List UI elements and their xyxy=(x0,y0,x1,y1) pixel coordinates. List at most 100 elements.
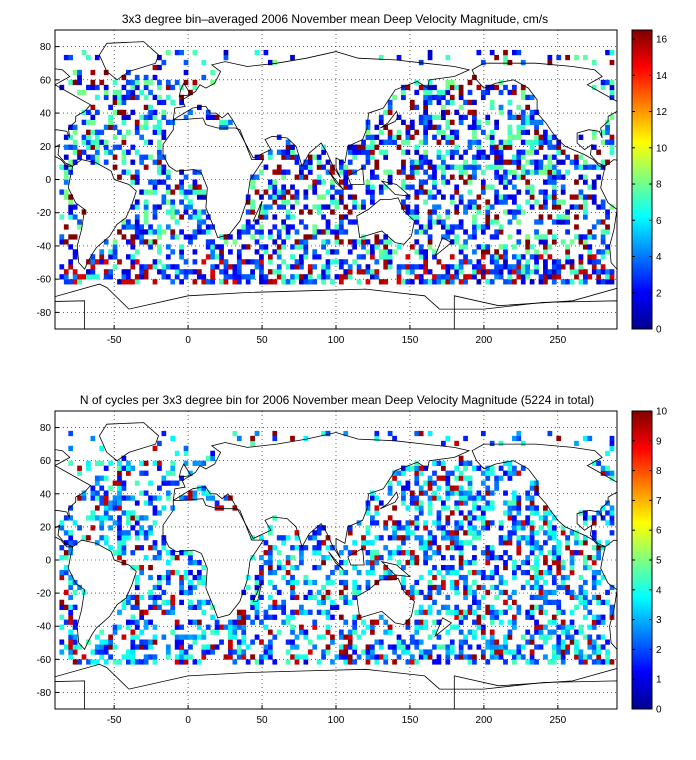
bin-cell xyxy=(276,149,282,155)
bin-cell xyxy=(223,654,229,660)
bin-cell xyxy=(503,649,508,655)
bin-cell xyxy=(503,209,508,215)
bin-cell xyxy=(511,624,517,630)
bin-cell xyxy=(117,525,122,531)
coastline xyxy=(471,62,617,167)
bin-cell xyxy=(81,89,87,96)
bin-cell xyxy=(68,244,74,250)
bin-cell xyxy=(565,249,570,255)
bin-cell xyxy=(170,199,176,205)
bin-cell xyxy=(188,214,193,220)
bin-cell xyxy=(494,475,499,481)
bin-cell xyxy=(276,229,282,235)
bin-cell xyxy=(543,179,548,185)
bin-cell xyxy=(157,510,162,516)
bin-cell xyxy=(529,604,535,610)
bin-cell xyxy=(503,550,508,556)
bin-cell xyxy=(503,564,508,571)
bin-cell xyxy=(94,480,100,486)
bin-cell xyxy=(143,94,149,101)
bin-cell xyxy=(454,604,460,610)
bin-cell xyxy=(165,470,171,476)
bin-cell xyxy=(90,659,96,665)
bin-cell xyxy=(179,579,184,586)
bin-cell xyxy=(188,644,193,650)
bin-cell xyxy=(272,599,278,605)
bin-cell xyxy=(174,450,180,456)
bin-cell xyxy=(294,530,300,536)
bin-cell xyxy=(210,495,216,501)
bin-cell xyxy=(441,465,446,471)
bin-cell xyxy=(609,445,615,452)
bin-cell xyxy=(418,189,424,195)
bin-cell xyxy=(560,619,566,625)
bin-cell xyxy=(157,149,162,155)
bin-cell xyxy=(170,604,176,610)
bin-cell xyxy=(401,550,406,556)
bin-cell xyxy=(294,564,300,571)
bin-cell xyxy=(543,555,548,561)
bin-cell xyxy=(458,619,464,625)
bin-cell xyxy=(325,259,331,265)
bin-cell xyxy=(347,525,353,531)
bin-cell xyxy=(454,579,460,586)
bin-cell xyxy=(338,594,344,601)
bin-cell xyxy=(463,279,468,285)
bin-cell xyxy=(472,629,477,635)
bin-cell xyxy=(250,654,255,660)
bin-cell xyxy=(94,649,100,655)
bin-cell xyxy=(272,184,278,190)
bin-cell xyxy=(94,475,100,481)
bin-cell xyxy=(556,584,562,591)
bin-cell xyxy=(343,174,349,180)
bin-cell xyxy=(418,545,424,551)
bin-cell xyxy=(183,495,189,501)
bin-cell xyxy=(68,614,74,620)
bin-cell xyxy=(59,574,65,581)
bin-cell xyxy=(165,79,171,86)
bin-cell xyxy=(507,109,513,116)
bin-cell xyxy=(520,465,526,471)
bin-cell xyxy=(157,179,162,185)
bin-cell xyxy=(365,654,371,660)
y-tick-label: -20 xyxy=(37,589,52,600)
bin-cell xyxy=(272,279,278,285)
bin-cell xyxy=(103,659,109,665)
bin-cell xyxy=(117,495,122,501)
bin-cell xyxy=(383,234,389,240)
bin-cell xyxy=(449,129,455,135)
bin-cell xyxy=(267,639,273,645)
bin-cell xyxy=(285,639,291,645)
bin-cell xyxy=(210,450,216,456)
bin-cell xyxy=(520,520,526,526)
bin-cell xyxy=(325,609,331,615)
bin-cell xyxy=(192,189,198,195)
bin-cell xyxy=(436,460,442,466)
bin-cell xyxy=(316,194,322,200)
bin-cell xyxy=(405,530,411,536)
bin-cell xyxy=(529,139,535,145)
bin-cell xyxy=(143,470,149,476)
bin-cell xyxy=(143,219,149,225)
bin-cell xyxy=(556,435,562,442)
bin-cell xyxy=(467,629,473,635)
bin-cell xyxy=(117,500,122,506)
bin-cell xyxy=(299,219,304,225)
chart-title: 3x3 degree bin–averaged 2006 November me… xyxy=(122,12,548,26)
bin-cell xyxy=(347,159,353,165)
bin-cell xyxy=(139,89,145,96)
bin-cell xyxy=(467,515,473,521)
bin-cell xyxy=(596,204,602,210)
bin-cell xyxy=(281,219,287,225)
bin-cell xyxy=(383,545,389,551)
bin-cell xyxy=(507,535,513,541)
bin-cell xyxy=(370,254,375,260)
bin-cell xyxy=(476,505,482,511)
bin-cell xyxy=(409,594,415,601)
bin-cell xyxy=(161,199,167,205)
bin-cell xyxy=(143,530,149,536)
bin-cell xyxy=(63,644,69,650)
bin-cell xyxy=(387,550,393,556)
bin-cell xyxy=(90,495,96,501)
